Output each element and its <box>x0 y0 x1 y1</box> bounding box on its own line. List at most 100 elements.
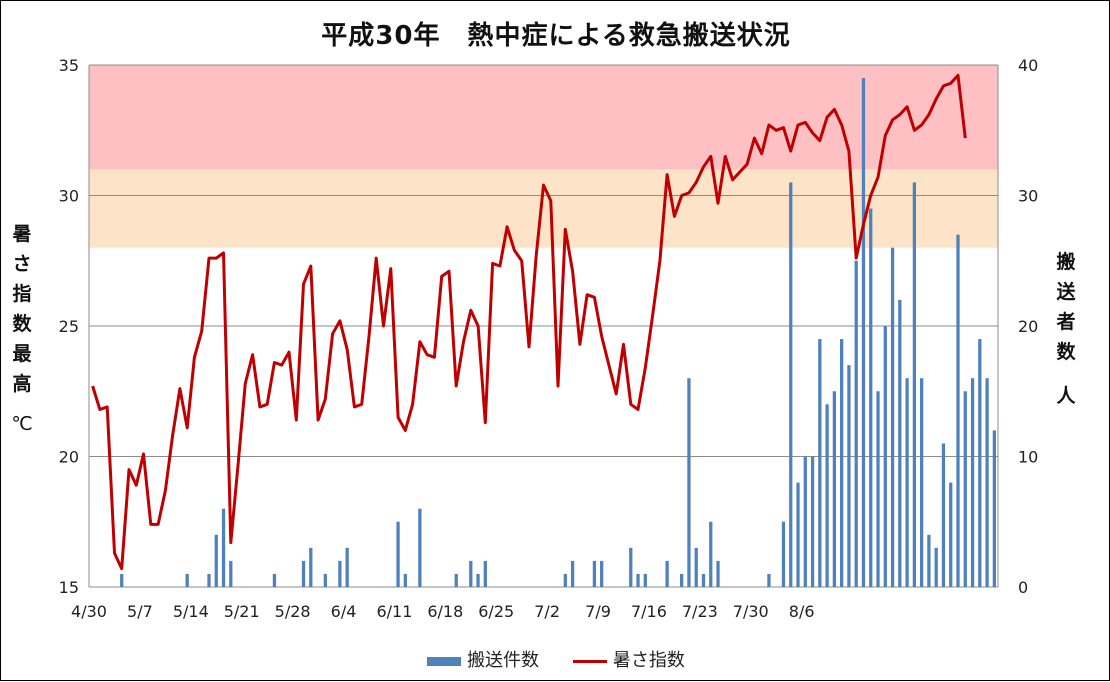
legend-swatch-line <box>572 659 607 663</box>
left-axis-label-char: 高 <box>12 373 32 395</box>
chart-legend: 搬送件数 暑さ指数 <box>1 646 1110 672</box>
bar <box>796 482 800 587</box>
legend-swatch-bars <box>427 656 462 666</box>
bar <box>883 326 887 587</box>
left-axis-unit: ℃ <box>11 413 33 435</box>
legend-item-line: 暑さ指数 <box>572 646 685 672</box>
left-axis-label-char: 指 <box>12 283 32 305</box>
x-tick-label: 7/23 <box>682 602 718 621</box>
bar <box>309 547 313 587</box>
x-tick-label: 5/14 <box>173 602 209 621</box>
bar <box>570 560 575 587</box>
bar <box>767 573 771 587</box>
bar <box>825 404 829 587</box>
bar <box>861 78 866 588</box>
bar <box>963 391 967 587</box>
bar <box>680 573 684 587</box>
left-axis-label-char: 数 <box>12 313 32 335</box>
x-tick-label: 4/30 <box>71 602 107 621</box>
x-tick-label: 5/7 <box>127 602 153 621</box>
bar <box>301 560 306 587</box>
left-axis-label-char: 暑 <box>12 223 32 245</box>
bar <box>629 547 633 587</box>
x-tick-label: 5/21 <box>224 602 260 621</box>
right-axis-label-char: 数 <box>1056 341 1076 363</box>
bar <box>985 378 989 587</box>
bar <box>207 573 211 587</box>
bar <box>600 560 604 587</box>
bar <box>323 573 327 587</box>
bar <box>272 573 277 587</box>
bar <box>403 573 407 587</box>
x-tick-label: 6/11 <box>376 602 412 621</box>
bar <box>454 573 458 587</box>
x-tick-label: 6/25 <box>478 602 514 621</box>
left-axis-label-char: 最 <box>12 343 32 365</box>
bar <box>396 521 400 587</box>
y-right-tick-label: 10 <box>1018 448 1038 467</box>
threshold-band <box>89 169 998 248</box>
x-tick-label: 6/4 <box>331 602 357 621</box>
bar <box>912 182 917 587</box>
y-left-tick-label: 30 <box>59 187 79 206</box>
bar <box>469 560 473 587</box>
bar <box>636 573 640 587</box>
chart-title: 平成30年 熱中症による救急搬送状況 <box>321 21 791 51</box>
bar <box>221 508 226 587</box>
bar <box>120 573 124 587</box>
y-right-tick-label: 40 <box>1018 56 1038 75</box>
legend-item-bars: 搬送件数 <box>427 646 539 672</box>
y-left-tick-label: 20 <box>59 448 79 467</box>
bar <box>229 560 233 587</box>
right-axis-label: 搬送者数 <box>1051 247 1081 367</box>
right-axis-unit: 人 <box>1056 385 1076 407</box>
x-tick-label: 6/18 <box>427 602 463 621</box>
bar <box>920 378 924 587</box>
x-tick-label: 8/6 <box>789 602 815 621</box>
left-axis-title: 暑さ指数最高 ℃ <box>7 219 37 439</box>
x-tick-label: 7/16 <box>631 602 667 621</box>
bar <box>345 547 349 587</box>
bar <box>665 560 669 587</box>
bar <box>876 391 880 587</box>
bar <box>840 339 844 587</box>
x-tick-label: 7/2 <box>534 602 560 621</box>
threshold-band <box>89 65 998 170</box>
bar <box>890 247 895 587</box>
bar <box>483 560 487 587</box>
bar <box>214 534 218 587</box>
right-axis-label-char: 者 <box>1056 311 1076 333</box>
x-tick-label: 7/30 <box>733 602 769 621</box>
bar <box>789 182 793 587</box>
bar <box>934 547 938 587</box>
bar <box>701 573 706 587</box>
right-axis-label-char: 送 <box>1056 281 1076 303</box>
right-axis-label-char: 搬 <box>1056 251 1076 273</box>
bar <box>338 560 342 587</box>
line-series <box>91 73 967 571</box>
bar <box>941 443 946 587</box>
bar <box>832 391 837 587</box>
y-right-tick-label: 20 <box>1018 317 1038 336</box>
bar <box>592 560 597 587</box>
bar <box>970 378 975 587</box>
legend-label-bars: 搬送件数 <box>467 650 540 671</box>
bar <box>992 430 997 587</box>
bar <box>898 299 902 587</box>
bar <box>694 547 698 587</box>
x-tick-label: 7/9 <box>585 602 611 621</box>
bar <box>905 378 909 587</box>
bar <box>847 365 851 587</box>
bar <box>927 534 931 587</box>
bar <box>476 573 480 587</box>
legend-label-line: 暑さ指数 <box>612 650 685 671</box>
bar <box>643 573 647 587</box>
bar <box>781 521 786 587</box>
bar <box>956 234 960 587</box>
left-axis-label-char: さ <box>12 253 32 275</box>
bar <box>869 208 873 588</box>
y-right-tick-label: 30 <box>1018 187 1038 206</box>
bar <box>418 508 422 587</box>
